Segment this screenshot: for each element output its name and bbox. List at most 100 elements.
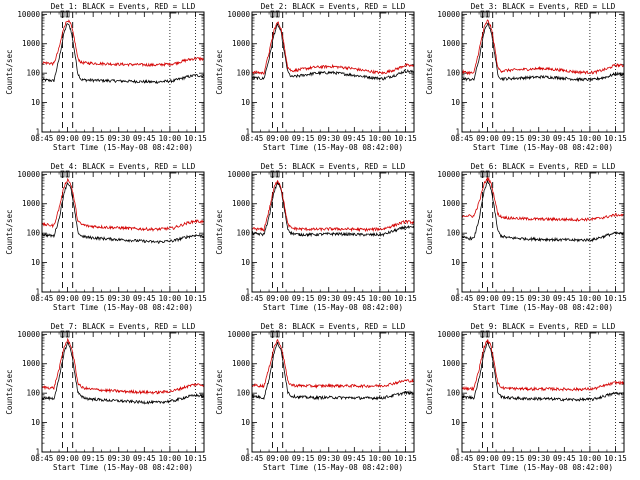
x-tick-label: 09:15 [292, 134, 315, 143]
y-axis-label: Counts/sec [215, 49, 224, 94]
y-tick-label: 10000 [437, 330, 460, 339]
top-interval-marker [270, 330, 275, 338]
plot-panel-det-8: Det 8: BLACK = Events, RED = LLD Counts/s… [215, 322, 417, 472]
y-tick-label: 1 [245, 288, 250, 297]
y-tick-label: 10 [241, 258, 251, 267]
y-tick-label: 1000 [442, 199, 461, 208]
plot-title: Det 1: BLACK = Events, RED = LLD [51, 2, 196, 11]
x-tick-label: 10:15 [604, 134, 627, 143]
y-tick-label: 100 [446, 389, 460, 398]
events-series-line [462, 341, 624, 402]
y-tick-label: 10000 [437, 10, 460, 19]
y-axis-label: Counts/sec [215, 369, 224, 414]
y-axis-label: Counts/sec [5, 209, 14, 254]
x-tick-label: 09:00 [56, 454, 79, 463]
top-interval-marker [65, 170, 70, 178]
plot-title: Det 7: BLACK = Events, RED = LLD [51, 322, 196, 331]
x-tick-label: 10:00 [159, 134, 182, 143]
x-axis-label: Start Time (15-May-08 08:42:00) [473, 143, 613, 152]
top-interval-marker [60, 10, 65, 18]
plot-panel-det-1: Det 1: BLACK = Events, RED = LLD Counts/s… [5, 2, 207, 152]
top-interval-marker [480, 10, 485, 18]
x-tick-label: 09:45 [553, 294, 576, 303]
y-tick-label: 10000 [17, 10, 40, 19]
y-tick-label: 1000 [232, 39, 251, 48]
events-series-line [462, 180, 624, 243]
plot-frame [41, 11, 205, 133]
lld-series-line [252, 338, 414, 389]
x-tick-label: 09:15 [82, 454, 105, 463]
lld-series-line [462, 19, 624, 76]
x-tick-label: 09:30 [317, 134, 340, 143]
lld-series-line [462, 177, 624, 222]
x-tick-label: 09:00 [56, 134, 79, 143]
top-bracket-marker [589, 172, 597, 178]
events-series-line [462, 22, 624, 83]
y-tick-label: 10 [451, 258, 461, 267]
plot-frame [461, 11, 625, 133]
x-tick-label: 08:45 [31, 294, 54, 303]
x-tick-label: 09:30 [527, 454, 550, 463]
top-bracket-marker [379, 12, 387, 18]
top-bracket-marker [379, 332, 387, 338]
y-tick-label: 1000 [232, 199, 251, 208]
x-tick-label: 10:15 [394, 454, 417, 463]
top-bracket-marker [379, 172, 387, 178]
x-tick-label: 10:00 [369, 294, 392, 303]
x-axis-label: Start Time (15-May-08 08:42:00) [473, 463, 613, 472]
x-tick-label: 10:15 [184, 294, 207, 303]
x-tick-label: 08:45 [31, 134, 54, 143]
plot-frame [461, 331, 625, 453]
top-interval-marker [480, 170, 485, 178]
plot-panel-det-9: Det 9: BLACK = Events, RED = LLD Counts/s… [425, 322, 627, 472]
x-tick-label: 09:30 [107, 294, 130, 303]
x-tick-label: 09:30 [527, 134, 550, 143]
y-tick-label: 10 [451, 418, 461, 427]
events-series-line [252, 341, 414, 401]
x-tick-label: 08:45 [451, 454, 474, 463]
x-axis-label: Start Time (15-May-08 08:42:00) [263, 463, 403, 472]
events-series-line [42, 23, 204, 84]
x-axis-label: Start Time (15-May-08 08:42:00) [263, 143, 403, 152]
y-tick-label: 1000 [22, 39, 41, 48]
y-tick-label: 1000 [232, 359, 251, 368]
top-bracket-marker [589, 12, 597, 18]
y-tick-label: 1000 [442, 359, 461, 368]
x-tick-label: 08:45 [241, 134, 264, 143]
y-axis-label: Counts/sec [425, 209, 434, 254]
plot-panel-det-2: Det 2: BLACK = Events, RED = LLD Counts/s… [215, 2, 417, 152]
x-tick-label: 10:15 [184, 454, 207, 463]
x-axis-label: Start Time (15-May-08 08:42:00) [473, 303, 613, 312]
plot-title: Det 3: BLACK = Events, RED = LLD [471, 2, 616, 11]
top-interval-marker [275, 10, 280, 18]
x-tick-label: 09:15 [82, 134, 105, 143]
x-tick-label: 10:15 [394, 294, 417, 303]
top-interval-marker [275, 170, 280, 178]
y-tick-label: 100 [446, 69, 460, 78]
x-tick-label: 09:00 [476, 294, 499, 303]
y-tick-label: 100 [26, 229, 40, 238]
x-tick-label: 08:45 [31, 454, 54, 463]
x-tick-label: 09:15 [502, 294, 525, 303]
y-tick-label: 1000 [22, 199, 41, 208]
x-axis-label: Start Time (15-May-08 08:42:00) [53, 303, 193, 312]
y-axis-label: Counts/sec [5, 49, 14, 94]
top-bracket-marker [169, 12, 177, 18]
y-tick-label: 10 [31, 258, 41, 267]
top-interval-marker [65, 330, 70, 338]
y-tick-label: 10000 [227, 170, 250, 179]
y-tick-label: 1000 [22, 359, 41, 368]
x-tick-label: 10:15 [604, 294, 627, 303]
x-tick-label: 08:45 [451, 294, 474, 303]
y-tick-label: 1 [455, 448, 460, 457]
x-tick-label: 09:45 [133, 454, 156, 463]
y-tick-label: 1 [455, 128, 460, 137]
x-tick-label: 09:15 [292, 454, 315, 463]
x-tick-label: 10:15 [394, 134, 417, 143]
top-interval-marker [485, 170, 490, 178]
plot-frame [41, 331, 205, 453]
plot-frame [41, 171, 205, 293]
x-tick-label: 10:00 [579, 134, 602, 143]
x-tick-label: 09:45 [553, 134, 576, 143]
